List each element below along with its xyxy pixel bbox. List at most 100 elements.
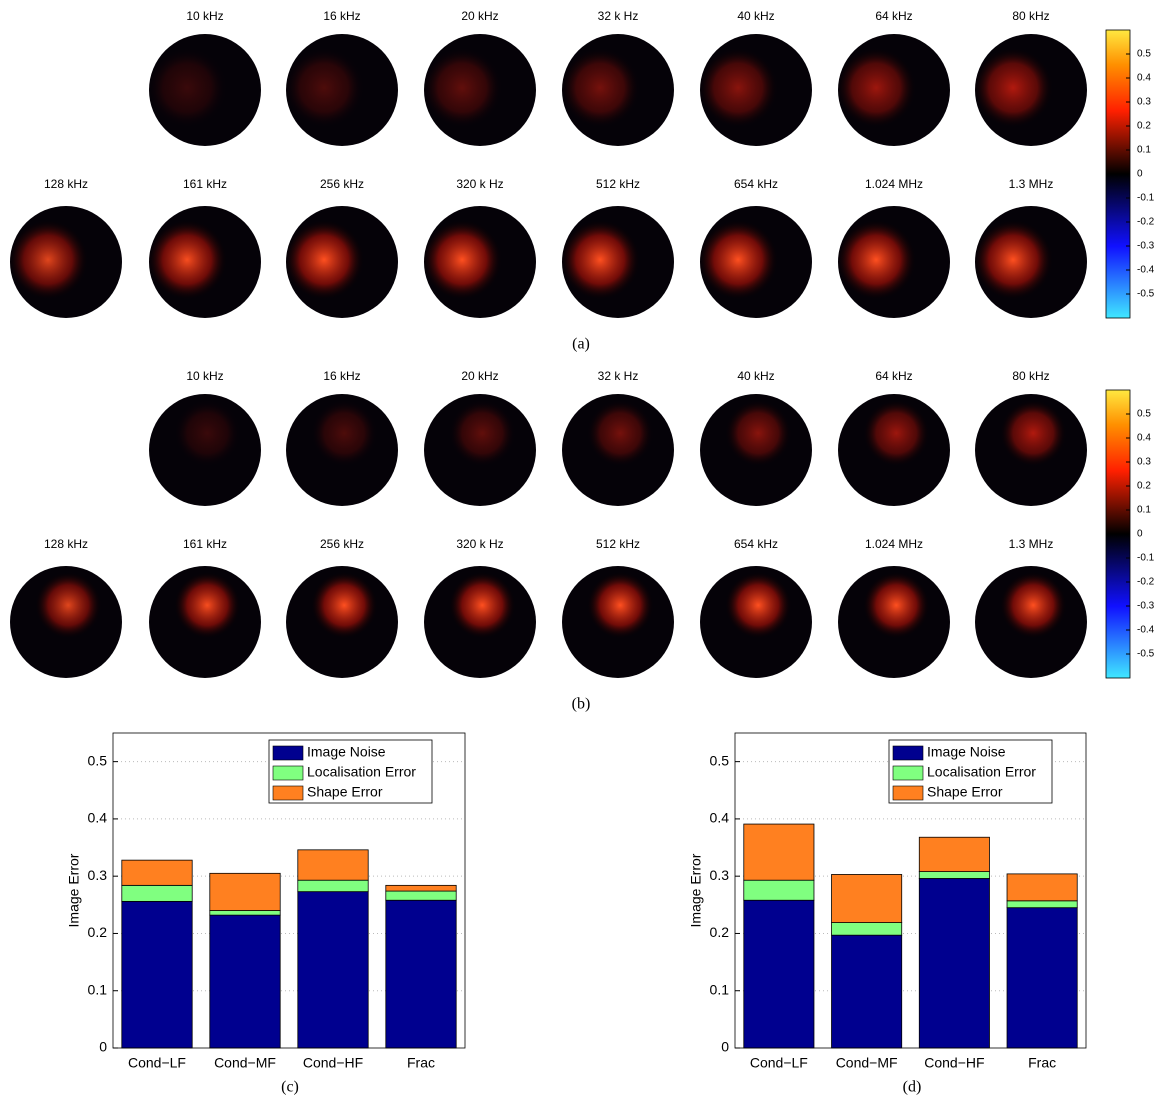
x-tick-label: Cond−MF: [836, 1055, 898, 1071]
legend-swatch: [272, 765, 304, 781]
image-blob: [562, 566, 674, 678]
legend-label: Image Noise: [927, 744, 1006, 760]
bar-segment: [831, 922, 903, 936]
frequency-label: 10 kHz: [186, 369, 223, 383]
legend-swatch: [272, 785, 304, 801]
bar-segment: [209, 914, 281, 1049]
image-blob: [149, 34, 261, 146]
colorbar-tick-label: -0.5: [1137, 649, 1155, 660]
bar-segment: [918, 871, 990, 879]
frequency-label: 256 kHz: [320, 177, 364, 191]
colorbar-tick-label: -0.2: [1137, 577, 1155, 588]
colorbar-tick-label: 0.1: [1137, 505, 1151, 516]
image-blob: [424, 206, 536, 318]
bar-segment: [297, 879, 369, 893]
bar-segment: [918, 878, 990, 1049]
colorbar-tick-label: 0.4: [1137, 73, 1151, 84]
y-tick-label: 0.5: [710, 752, 730, 768]
y-tick-label: 0.1: [710, 981, 730, 997]
y-axis-label: Image Error: [688, 853, 704, 927]
image-blob: [286, 394, 398, 506]
image-blob: [700, 34, 812, 146]
frequency-label: 64 kHz: [875, 9, 912, 23]
y-tick-label: 0.2: [88, 924, 108, 940]
colorbar-tick-label: 0.2: [1137, 121, 1151, 132]
bar-segment: [1006, 907, 1078, 1049]
colorbar-tick-label: 0.2: [1137, 481, 1151, 492]
image-blob: [838, 206, 950, 318]
legend-swatch: [892, 745, 924, 761]
frequency-label: 80 kHz: [1012, 369, 1049, 383]
image-blob: [149, 566, 261, 678]
image-blob: [700, 566, 812, 678]
image-blob: [562, 206, 674, 318]
chart-caption: (d): [903, 1079, 922, 1096]
image-blob: [286, 34, 398, 146]
colorbar-tick-label: 0.4: [1137, 433, 1151, 444]
frequency-label: 16 kHz: [323, 9, 360, 23]
bar-segment: [297, 849, 369, 881]
frequency-label: 1.3 MHz: [1009, 537, 1054, 551]
colorbar-tick-label: 0.1: [1137, 145, 1151, 156]
image-blob: [838, 34, 950, 146]
y-tick-label: 0.3: [710, 867, 730, 883]
bar-segment: [121, 884, 193, 902]
image-blob: [149, 394, 261, 506]
frequency-label: 1.024 MHz: [865, 537, 923, 551]
frequency-label: 512 kHz: [596, 177, 640, 191]
bar-segment: [743, 879, 815, 901]
image-blob: [838, 566, 950, 678]
frequency-label: 16 kHz: [323, 369, 360, 383]
frequency-label: 64 kHz: [875, 369, 912, 383]
x-tick-label: Cond−MF: [214, 1055, 276, 1071]
axes-frame: [112, 732, 466, 1049]
legend-swatch: [272, 745, 304, 761]
image-blob: [838, 394, 950, 506]
bar-segment: [297, 891, 369, 1049]
frequency-label: 1.024 MHz: [865, 177, 923, 191]
axes-frame: [734, 732, 1087, 1049]
bar-segment: [209, 872, 281, 911]
x-tick-label: Frac: [1028, 1055, 1056, 1071]
bar-segment: [385, 899, 457, 1049]
frequency-label: 654 kHz: [734, 537, 778, 551]
bar-segment: [918, 836, 990, 873]
bar-segment: [121, 859, 193, 886]
frequency-label: 161 kHz: [183, 177, 227, 191]
bar-segment: [831, 934, 903, 1049]
y-tick-label: 0.4: [88, 810, 108, 826]
y-tick-label: 0.1: [88, 981, 108, 997]
bar-segment: [743, 823, 815, 881]
frequency-label: 128 kHz: [44, 177, 88, 191]
y-tick-label: 0.3: [88, 867, 108, 883]
frequency-label: 256 kHz: [320, 537, 364, 551]
frequency-label: 80 kHz: [1012, 9, 1049, 23]
frequency-label: 1.3 MHz: [1009, 177, 1054, 191]
image-blob: [975, 566, 1087, 678]
bar-segment: [121, 900, 193, 1049]
frequency-label: 40 kHz: [737, 9, 774, 23]
colorbar-tick-label: 0.5: [1137, 49, 1151, 60]
frequency-label: 20 kHz: [461, 9, 498, 23]
image-blob: [286, 566, 398, 678]
image-blob: [424, 566, 536, 678]
colorbar-tick-label: -0.5: [1137, 289, 1155, 300]
image-blob: [700, 394, 812, 506]
colorbar-tick-label: -0.1: [1137, 553, 1155, 564]
legend-label: Localisation Error: [307, 764, 416, 780]
colorbar-tick-label: -0.3: [1137, 241, 1155, 252]
frequency-label: 20 kHz: [461, 369, 498, 383]
colorbar-tick-label: 0.5: [1137, 409, 1151, 420]
bar-segment: [385, 884, 457, 892]
image-blob: [286, 206, 398, 318]
colorbar-tick-label: -0.2: [1137, 217, 1155, 228]
frequency-label: 128 kHz: [44, 537, 88, 551]
colorbar-tick-label: 0: [1137, 529, 1143, 540]
frequency-label: 32 k Hz: [598, 9, 639, 23]
panel-caption: (a): [572, 336, 590, 353]
y-tick-label: 0: [721, 1039, 729, 1055]
frequency-label: 10 kHz: [186, 9, 223, 23]
x-tick-label: Cond−LF: [128, 1055, 186, 1071]
image-blob: [424, 394, 536, 506]
bar-segment: [1006, 873, 1078, 902]
